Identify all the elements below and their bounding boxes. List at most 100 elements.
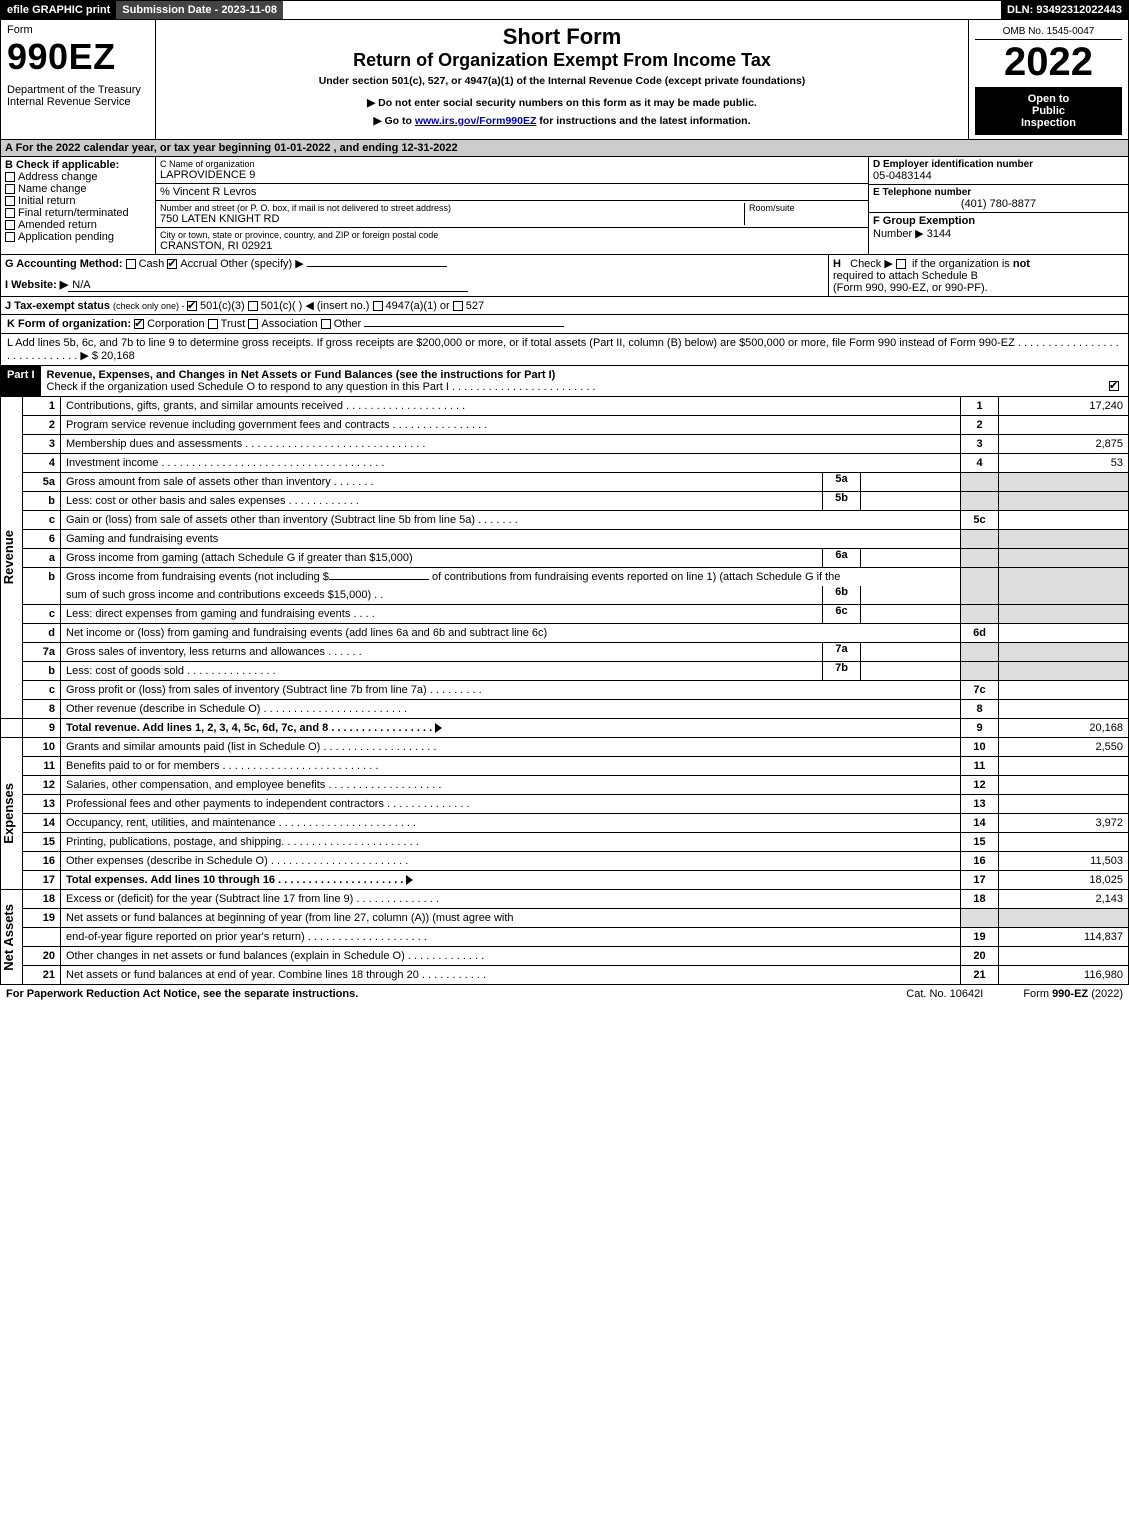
ln-20: 20	[23, 947, 61, 966]
city-label: City or town, state or province, country…	[160, 230, 864, 240]
b-name: Name change	[18, 183, 87, 195]
icol-5a: 5a	[822, 473, 860, 491]
k-trust: Trust	[221, 318, 246, 330]
top-bar: efile GRAPHIC print Submission Date - 20…	[0, 0, 1129, 20]
section-b: B Check if applicable: Address change Na…	[1, 157, 156, 254]
num-6d: 6d	[961, 624, 999, 643]
room-label: Room/suite	[744, 203, 864, 225]
line-2: Program service revenue including govern…	[61, 416, 961, 435]
iamt-7b	[860, 662, 960, 680]
return-title: Return of Organization Exempt From Incom…	[162, 50, 962, 71]
line-10: Grants and similar amounts paid (list in…	[61, 738, 961, 757]
website: N/A	[68, 279, 468, 292]
amt-13	[999, 795, 1129, 814]
check-501c[interactable]	[248, 301, 258, 311]
b-init: Initial return	[18, 195, 75, 207]
group-exempt: 3144	[927, 228, 951, 240]
amt-17: 18,025	[999, 871, 1129, 890]
check-other[interactable]	[321, 319, 331, 329]
ein: 05-0483144	[873, 170, 1124, 182]
g-cash: Cash	[139, 258, 165, 270]
check-app[interactable]	[5, 232, 15, 242]
check-h[interactable]	[896, 259, 906, 269]
check-assoc[interactable]	[248, 319, 258, 329]
line-13: Professional fees and other payments to …	[61, 795, 961, 814]
check-4947[interactable]	[373, 301, 383, 311]
part-i-header: Part I Revenue, Expenses, and Changes in…	[0, 366, 1129, 397]
check-trust[interactable]	[208, 319, 218, 329]
footer: For Paperwork Reduction Act Notice, see …	[0, 985, 1129, 1003]
line-6a: Gross income from gaming (attach Schedul…	[61, 549, 822, 567]
line-19a: Net assets or fund balances at beginning…	[61, 909, 961, 928]
j-o4: 527	[466, 300, 484, 312]
city: CRANSTON, RI 02921	[160, 240, 864, 252]
num-20: 20	[961, 947, 999, 966]
check-corp[interactable]	[134, 319, 144, 329]
footer-right-post: (2022)	[1088, 988, 1123, 1000]
check-accrual[interactable]	[167, 259, 177, 269]
amt-19: 114,837	[999, 928, 1129, 947]
amt-6	[999, 530, 1129, 549]
amt-1: 17,240	[999, 397, 1129, 416]
amt-7a	[999, 643, 1129, 662]
num-6c	[961, 605, 999, 624]
under-section: Under section 501(c), 527, or 4947(a)(1)…	[162, 75, 962, 87]
check-address[interactable]	[5, 172, 15, 182]
check-name[interactable]	[5, 184, 15, 194]
num-7a	[961, 643, 999, 662]
l-amt: 20,168	[101, 350, 135, 362]
iamt-5b	[860, 492, 960, 510]
efile-button[interactable]: efile GRAPHIC print	[1, 1, 116, 19]
check-initial[interactable]	[5, 196, 15, 206]
g-accrual: Accrual	[180, 258, 217, 270]
line-1: Contributions, gifts, grants, and simila…	[61, 397, 961, 416]
i-label: I Website: ▶	[5, 279, 68, 291]
amt-6d	[999, 624, 1129, 643]
amt-5a	[999, 473, 1129, 492]
amt-5c	[999, 511, 1129, 530]
footer-right-form: 990-EZ	[1052, 988, 1088, 1000]
ln-9: 9	[23, 719, 61, 738]
j-o1: 501(c)(3)	[200, 300, 245, 312]
phone: (401) 780-8877	[873, 198, 1124, 210]
line-5a: Gross amount from sale of assets other t…	[61, 473, 822, 491]
form-number: 990EZ	[7, 36, 149, 78]
line-12: Salaries, other compensation, and employ…	[61, 776, 961, 795]
line-7c: Gross profit or (loss) from sales of inv…	[61, 681, 961, 700]
amt-9: 20,168	[999, 719, 1129, 738]
check-final[interactable]	[5, 208, 15, 218]
ln-4: 4	[23, 454, 61, 473]
check-schedule-o[interactable]	[1109, 381, 1119, 391]
line-14: Occupancy, rent, utilities, and maintena…	[61, 814, 961, 833]
num-19: 19	[961, 928, 999, 947]
amt-4: 53	[999, 454, 1129, 473]
k-label: K Form of organization:	[7, 318, 131, 330]
section-g: G Accounting Method: Cash Accrual Other …	[1, 255, 828, 296]
amt-7b	[999, 662, 1129, 681]
short-form: Short Form	[162, 24, 962, 50]
j-o2: 501(c)( ) ◀ (insert no.)	[261, 300, 370, 312]
line-5b: Less: cost or other basis and sales expe…	[61, 492, 822, 510]
ln-18: 18	[23, 890, 61, 909]
num-5a	[961, 473, 999, 492]
d-label: D Employer identification number	[873, 159, 1124, 170]
check-501c3[interactable]	[187, 301, 197, 311]
line-20: Other changes in net assets or fund bala…	[61, 947, 961, 966]
j-sub: (check only one) -	[113, 301, 187, 311]
dln: DLN: 93492312022443	[1001, 1, 1128, 19]
org-name: LAPROVIDENCE 9	[160, 169, 864, 181]
amt-3: 2,875	[999, 435, 1129, 454]
check-cash[interactable]	[126, 259, 136, 269]
h-label: H	[833, 258, 841, 270]
icol-5b: 5b	[822, 492, 860, 510]
check-527[interactable]	[453, 301, 463, 311]
c-pct: % Vincent R Levros	[156, 184, 868, 201]
check-amend[interactable]	[5, 220, 15, 230]
icol-7a: 7a	[822, 643, 860, 661]
form-header: Form 990EZ Department of the Treasury In…	[0, 20, 1129, 140]
num-6	[961, 530, 999, 549]
ln-1: 1	[23, 397, 61, 416]
goto-link[interactable]: www.irs.gov/Form990EZ	[415, 115, 537, 127]
num-19s	[961, 909, 999, 928]
num-4: 4	[961, 454, 999, 473]
